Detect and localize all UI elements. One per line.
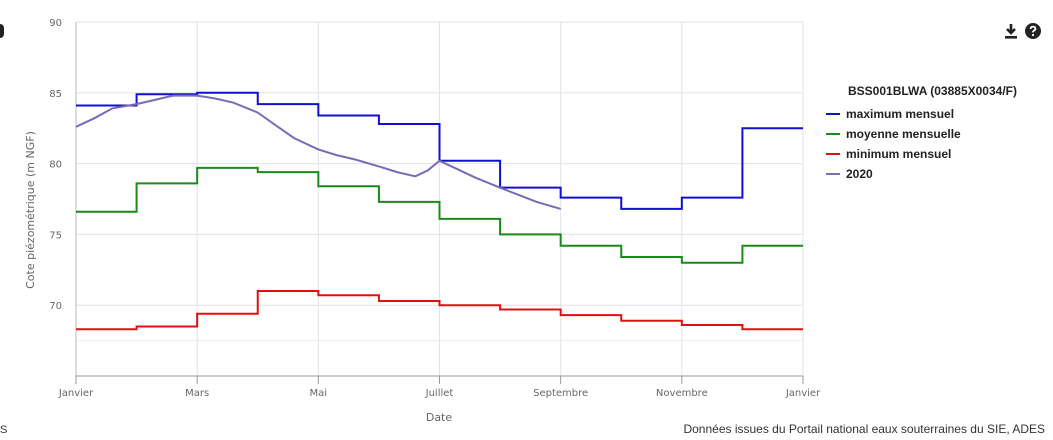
- series-line-2: [76, 290, 803, 331]
- chart-series: [75, 91, 803, 331]
- download-icon[interactable]: [1003, 22, 1019, 40]
- legend-item-moyenne[interactable]: moyenne mensuelle: [826, 126, 961, 142]
- legend-label: 2020: [846, 167, 873, 181]
- y-tick-label: 75: [49, 230, 62, 241]
- y-tick-label: 80: [49, 160, 62, 171]
- legend-swatch-moyenne: [826, 133, 840, 135]
- y-tick-label: 90: [49, 18, 62, 29]
- legend-swatch-2020: [826, 173, 840, 175]
- y-tick-label: 85: [49, 89, 62, 100]
- y-axis-title: Cote piézométrique (m NGF): [24, 131, 37, 289]
- y-tick-label: 70: [49, 301, 62, 312]
- chart-toolbar: [1003, 22, 1041, 40]
- legend-label: moyenne mensuelle: [846, 127, 961, 141]
- x-tick-label: Novembre: [656, 388, 708, 399]
- legend-label: minimum mensuel: [846, 147, 952, 161]
- x-tick-label: Mai: [310, 388, 328, 399]
- legend-swatch-minimum: [826, 153, 840, 155]
- series-line-3: [75, 94, 561, 210]
- edge-button-fragment: [0, 24, 4, 38]
- x-tick-label: Septembre: [533, 388, 588, 399]
- help-icon[interactable]: [1025, 22, 1041, 40]
- legend-swatch-maximum: [826, 113, 840, 115]
- chart-labels: 70 75 80 85 90 Janvier Mars Mai Juillet Septembre…: [49, 18, 821, 399]
- x-tick-label: Juillet: [425, 388, 454, 399]
- legend-item-2020[interactable]: 2020: [826, 166, 873, 182]
- credits-text[interactable]: Données issues du Portail national eaux …: [683, 422, 1045, 436]
- chart-legend: BSS001BLWA (03885X0034/F) maximum mensue…: [820, 76, 1045, 192]
- series-line-0: [76, 91, 803, 210]
- series-line-1: [76, 166, 803, 264]
- legend-title: BSS001BLWA (03885X0034/F): [848, 84, 1017, 98]
- legend-item-minimum[interactable]: minimum mensuel: [826, 146, 951, 162]
- x-tick-label: Janvier: [785, 388, 821, 399]
- x-tick-label: Mars: [185, 388, 209, 399]
- legend-label: maximum mensuel: [846, 107, 955, 121]
- edge-text-fragment: S: [0, 424, 8, 436]
- x-axis-title: Date: [426, 411, 453, 424]
- x-tick-label: Janvier: [58, 388, 94, 399]
- chart-grid: [75, 21, 804, 376]
- legend-item-maximum[interactable]: maximum mensuel: [826, 106, 954, 122]
- chart-axes: [75, 22, 804, 384]
